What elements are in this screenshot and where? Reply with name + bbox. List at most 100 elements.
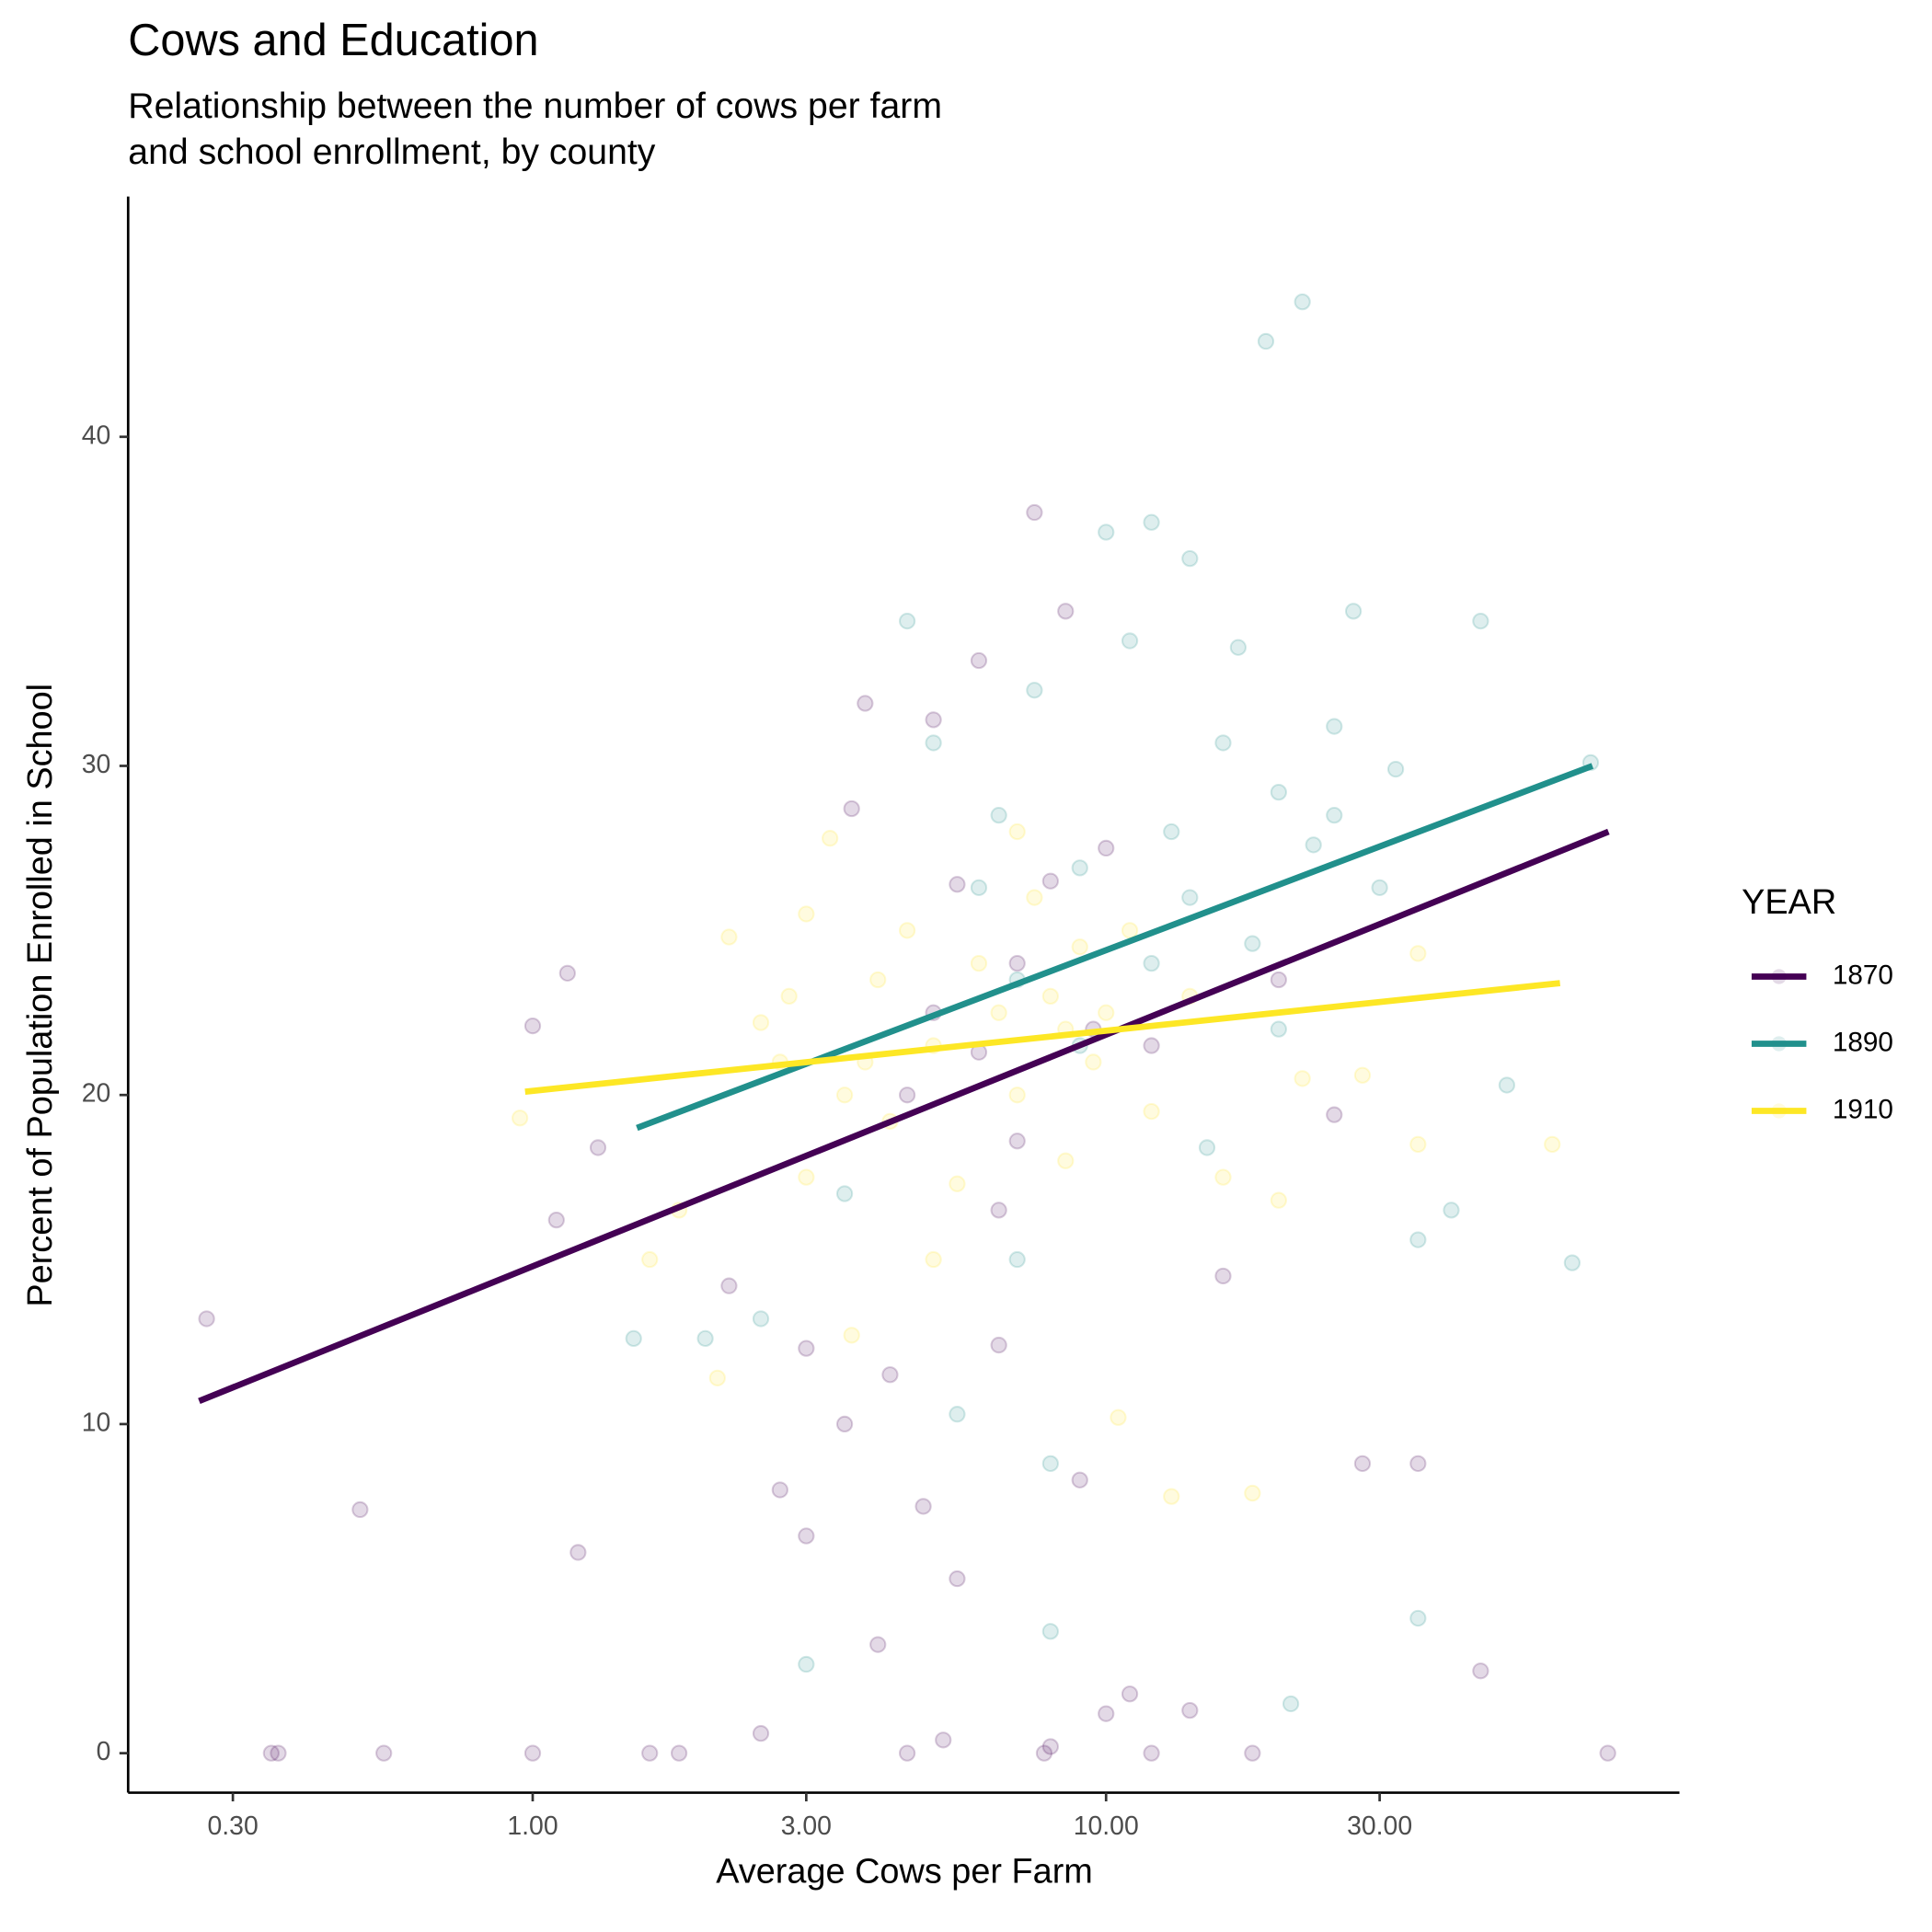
legend-swatch-point	[1771, 1103, 1787, 1119]
point	[1057, 603, 1075, 620]
point	[798, 1527, 815, 1545]
point	[1498, 1076, 1516, 1094]
point	[1181, 889, 1199, 906]
point	[569, 1544, 587, 1561]
point	[1026, 503, 1043, 522]
fit-line	[198, 828, 1610, 1405]
point	[1041, 1455, 1059, 1472]
point	[1057, 1152, 1075, 1169]
fit-line	[524, 980, 1561, 1095]
point	[1326, 718, 1343, 735]
point	[1041, 987, 1059, 1006]
point	[1270, 783, 1287, 801]
point	[1041, 1623, 1059, 1640]
point	[558, 964, 576, 982]
point	[1409, 1135, 1427, 1153]
point	[641, 1250, 659, 1269]
point	[857, 695, 874, 712]
point	[1098, 1004, 1115, 1021]
point	[1599, 1744, 1616, 1762]
point	[1294, 293, 1311, 311]
point	[1326, 1106, 1343, 1123]
point	[843, 799, 860, 818]
x-tick-label: 3.00	[781, 1811, 832, 1841]
point	[925, 1250, 942, 1269]
point	[1071, 1471, 1088, 1489]
point	[720, 928, 738, 946]
point	[843, 1327, 860, 1344]
point	[1305, 836, 1322, 854]
point	[198, 1310, 215, 1328]
point	[780, 987, 798, 1006]
point	[1270, 1020, 1287, 1038]
point	[270, 1744, 287, 1762]
y-axis-title: Percent of Population Enrolled in School	[21, 684, 60, 1307]
point	[1143, 1037, 1160, 1054]
point	[1198, 1139, 1216, 1156]
point-group	[198, 503, 1616, 1762]
point	[822, 830, 839, 847]
point	[1071, 938, 1088, 956]
point	[1257, 332, 1275, 351]
point	[1110, 1409, 1127, 1426]
point	[898, 1744, 916, 1762]
chart-subtitle: and school enrollment, by county	[128, 132, 656, 172]
point	[990, 1336, 1007, 1354]
point	[1282, 1695, 1300, 1713]
point	[1353, 1066, 1372, 1084]
x-tick-label: 10.00	[1074, 1811, 1139, 1841]
point	[1472, 1662, 1489, 1680]
point	[949, 1175, 966, 1192]
point	[1163, 1488, 1180, 1505]
point	[1214, 1168, 1232, 1186]
point	[925, 734, 942, 752]
point	[1386, 760, 1405, 778]
point	[1041, 1738, 1059, 1755]
point	[898, 922, 916, 939]
chart-title: Cows and Education	[128, 16, 538, 65]
point	[1026, 682, 1043, 699]
legend-label: 1910	[1833, 1094, 1893, 1124]
point	[351, 1501, 369, 1519]
legend-label: 1870	[1833, 960, 1893, 990]
point	[925, 711, 942, 729]
chart-subtitle: Relationship between the number of cows …	[128, 86, 942, 126]
point	[1371, 879, 1388, 896]
y-tick-label: 40	[82, 420, 111, 450]
point	[589, 1139, 607, 1156]
legend-swatch-point	[1771, 1036, 1787, 1052]
point	[262, 1744, 280, 1762]
point	[970, 651, 988, 670]
point	[752, 1014, 770, 1031]
point	[1143, 1102, 1160, 1121]
point	[1008, 822, 1026, 841]
point	[835, 1415, 854, 1433]
x-axis-title: Average Cows per Farm	[716, 1852, 1093, 1891]
point	[1409, 1455, 1427, 1472]
point	[1270, 1191, 1287, 1209]
point	[375, 1744, 393, 1762]
point	[1098, 839, 1115, 857]
point	[720, 1277, 738, 1294]
point	[1326, 807, 1343, 824]
point	[798, 905, 815, 923]
point	[1098, 523, 1115, 541]
point	[1563, 1254, 1581, 1271]
point	[1026, 889, 1043, 906]
point	[752, 1310, 770, 1328]
point	[1472, 612, 1489, 630]
point	[949, 1406, 966, 1423]
x-tick-label: 1.00	[507, 1811, 558, 1841]
point	[547, 1212, 565, 1229]
point	[670, 1744, 688, 1762]
point	[1409, 1231, 1427, 1248]
point	[798, 1168, 815, 1186]
point	[881, 1366, 899, 1384]
point	[1244, 935, 1261, 952]
point	[869, 971, 887, 989]
point	[523, 1017, 542, 1035]
point	[625, 1329, 642, 1348]
y-tick-label: 10	[82, 1408, 111, 1437]
